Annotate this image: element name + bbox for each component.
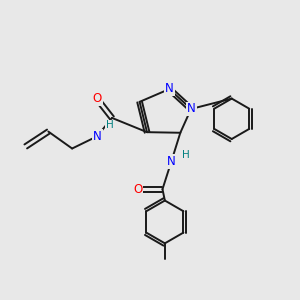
Text: O: O — [133, 183, 142, 196]
Text: N: N — [165, 82, 174, 95]
Text: O: O — [92, 92, 102, 105]
Text: H: H — [182, 150, 190, 160]
Text: N: N — [167, 155, 176, 168]
Text: N: N — [187, 103, 196, 116]
Text: N: N — [93, 130, 102, 143]
Text: H: H — [106, 120, 113, 130]
